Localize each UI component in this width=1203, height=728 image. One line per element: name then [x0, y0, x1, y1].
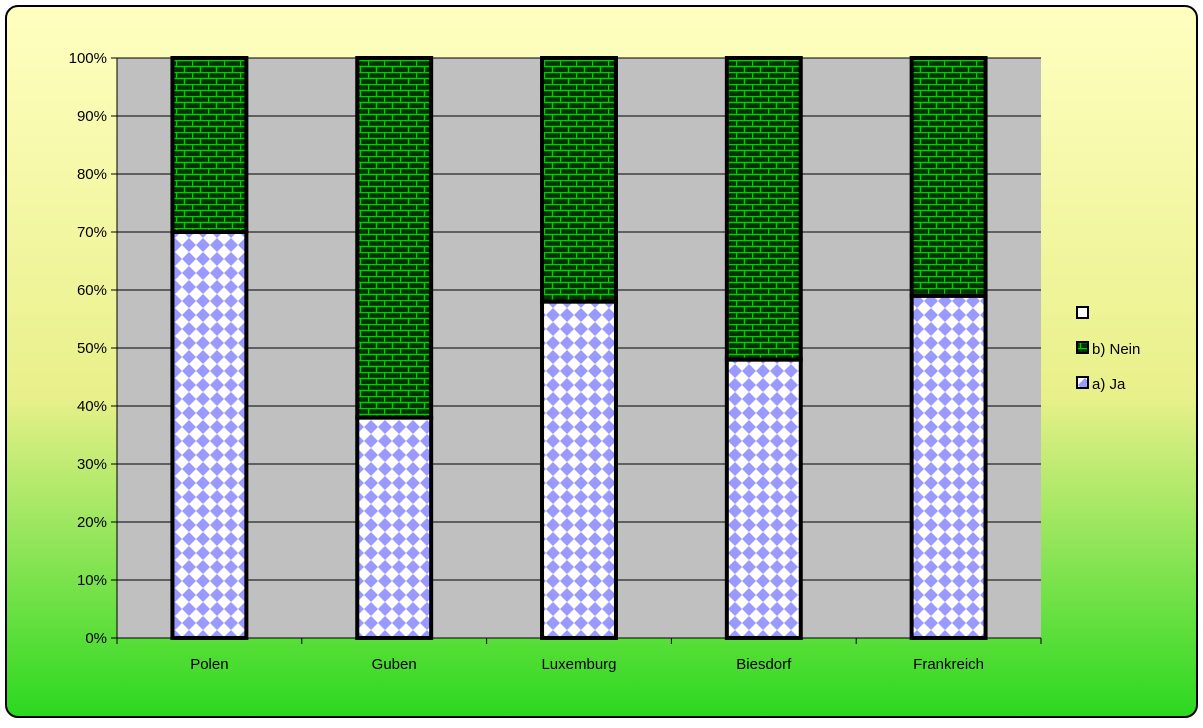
bar-ja-guben — [355, 415, 434, 640]
y-tick-label: 80% — [77, 166, 107, 183]
y-tick-label: 90% — [77, 108, 107, 125]
y-tick-label: 50% — [77, 340, 107, 357]
x-tick-label: Frankreich — [913, 656, 984, 673]
bar-ja-frankreich — [909, 293, 988, 640]
bar-ja-biesdorf — [724, 357, 803, 640]
bar-nein-biesdorf — [724, 56, 803, 362]
y-tick-label: 40% — [77, 398, 107, 415]
y-tick-label: 10% — [77, 572, 107, 589]
bar-nein-luxemburg — [540, 56, 618, 304]
bar-nein-polen — [170, 56, 249, 234]
legend-label: a) Ja — [1092, 376, 1126, 393]
x-tick-label: Luxemburg — [541, 656, 616, 673]
legend: b) Nein a) Ja — [1076, 306, 1140, 393]
y-tick-label: 100% — [69, 50, 107, 67]
bar-ja-polen — [170, 230, 249, 640]
legend-label: b) Nein — [1092, 341, 1140, 358]
y-tick-label: 20% — [77, 514, 107, 531]
x-tick-label: Biesdorf — [736, 656, 792, 673]
y-tick-label: 70% — [77, 224, 107, 241]
x-axis-labels: Polen Guben Luxemburg Biesdorf Frankreich — [190, 656, 984, 673]
bars — [170, 56, 988, 640]
bar-ja-luxemburg — [540, 299, 618, 640]
x-tick-label: Polen — [190, 656, 228, 673]
legend-swatch-ja — [1076, 376, 1089, 389]
y-tick-label: 60% — [77, 282, 107, 299]
bar-nein-frankreich — [909, 56, 988, 298]
legend-swatch-blank — [1076, 306, 1089, 319]
x-tick-label: Guben — [372, 656, 417, 673]
y-tick-label: 0% — [85, 630, 107, 647]
y-axis-ticks: 0% 10% 20% 30% 40% 50% 60% 70% 80% 90% 100% — [69, 50, 1042, 647]
y-tick-label: 30% — [77, 456, 107, 473]
legend-swatch-nein — [1076, 341, 1089, 354]
bar-nein-guben — [355, 56, 434, 420]
